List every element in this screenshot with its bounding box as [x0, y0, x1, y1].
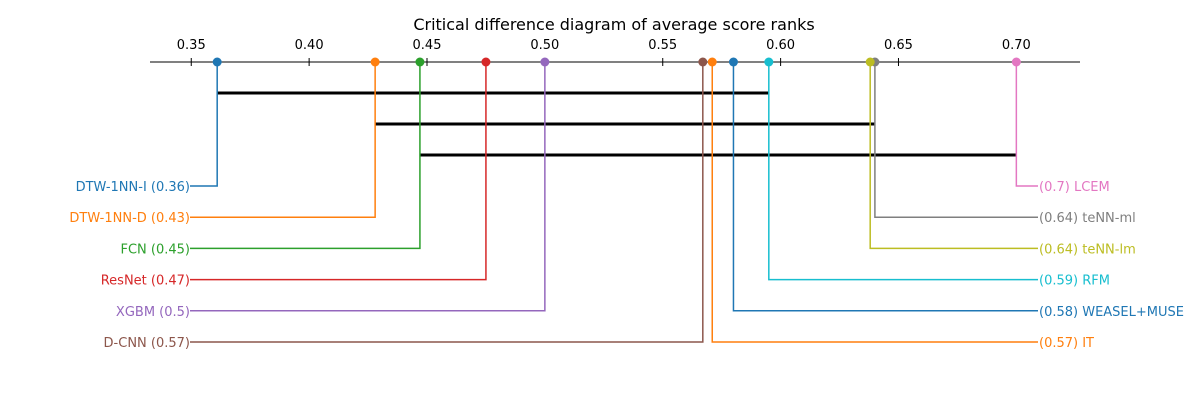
connector-rfm	[768, 62, 1038, 281]
method-label-lcem: (0.7) LCEM	[1039, 180, 1110, 195]
rank-point-it	[707, 57, 717, 67]
rank-point-tenn-lm	[865, 57, 875, 67]
connector-dtw-1nn-d	[190, 62, 376, 218]
axis-tick-label: 0.50	[530, 38, 559, 53]
rank-point-dtw-1nn-i	[212, 57, 222, 67]
connector-dtw-1nn-i	[190, 62, 218, 187]
rank-point-rfm	[764, 57, 774, 67]
axis-tick-label: 0.70	[1002, 38, 1031, 53]
connector-tenn-lm	[869, 62, 1038, 250]
method-label-xgbm: XGBM (0.5)	[116, 305, 190, 320]
connector-resnet	[190, 62, 487, 281]
axis-tick-label: 0.55	[648, 38, 677, 53]
chart-title: Critical difference diagram of average s…	[413, 15, 814, 34]
connector-d-cnn	[190, 62, 704, 343]
axis-tick-label: 0.65	[884, 38, 913, 53]
method-label-dtw-1nn-d: DTW-1NN-D (0.43)	[69, 211, 190, 226]
connector-it	[711, 62, 1038, 343]
connector-fcn	[190, 62, 421, 250]
axis-tick-label: 0.40	[295, 38, 324, 53]
rank-point-resnet	[481, 57, 491, 67]
clique-bars	[217, 91, 1017, 157]
connector-tenn-ml	[874, 62, 1038, 218]
connector-lcem	[1015, 62, 1038, 187]
method-label-weasel-muse: (0.58) WEASEL+MUSE	[1039, 305, 1184, 320]
method-label-dtw-1nn-i: DTW-1NN-I (0.36)	[76, 180, 190, 195]
right-method-group: (0.7) LCEM (0.64) teNN-ml (0.64) teNN-lm (0…	[711, 62, 1184, 351]
axis-tick-label: 0.45	[413, 38, 442, 53]
method-label-it: (0.57) IT	[1039, 336, 1094, 351]
method-label-tenn-lm: (0.64) teNN-lm	[1039, 242, 1136, 257]
method-label-d-cnn: D-CNN (0.57)	[104, 336, 190, 351]
method-label-rfm: (0.59) RFM	[1039, 274, 1110, 289]
connector-xgbm	[190, 62, 546, 312]
method-label-resnet: ResNet (0.47)	[101, 274, 190, 289]
connector-weasel-muse	[732, 62, 1038, 312]
rank-point-lcem	[1011, 57, 1021, 67]
rank-point-dtw-1nn-d	[370, 57, 380, 67]
axis-tick-label: 0.60	[766, 38, 795, 53]
rank-point-weasel-muse	[728, 57, 738, 67]
left-method-group: DTW-1NN-I (0.36) DTW-1NN-D (0.43) FCN (0.4…	[69, 62, 704, 351]
rank-point-fcn	[415, 57, 425, 67]
rank-point-xgbm	[540, 57, 550, 67]
rank-point-d-cnn	[698, 57, 708, 67]
method-label-fcn: FCN (0.45)	[120, 242, 190, 257]
method-label-tenn-ml: (0.64) teNN-ml	[1039, 211, 1136, 226]
axis-tick-label: 0.35	[177, 38, 206, 53]
